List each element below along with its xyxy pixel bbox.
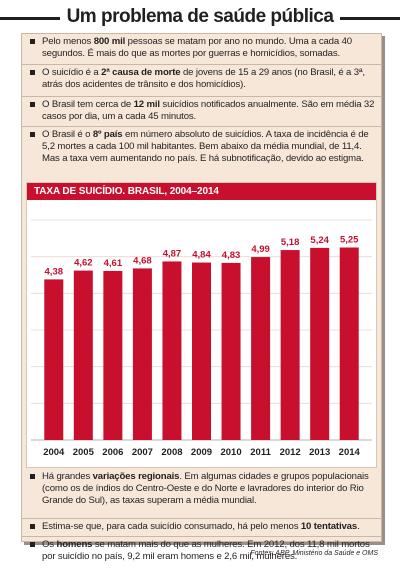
bullet-square-icon <box>30 542 35 547</box>
bullet-text: em número absoluto de suicídios. A taxa … <box>42 129 369 165</box>
bullet-text-bold: 2ª causa de morte <box>101 67 181 78</box>
bar <box>132 268 152 440</box>
bullet-text: pessoas se matam por ano no mundo. Uma a… <box>42 36 352 60</box>
bullet-text: Pelo menos <box>42 36 94 47</box>
bar-value-label: 4,87 <box>163 248 182 259</box>
title-rule-left <box>0 17 78 20</box>
bar <box>192 262 211 440</box>
bar <box>103 270 123 440</box>
bar-chart: 4,38 2004 4,62 2005 4,61 2006 4,68 2007 4,87 2008… <box>31 219 372 458</box>
bullet-square-icon <box>30 39 35 44</box>
x-tick-label: 2008 <box>161 447 182 458</box>
bullet-text: Estima-se que, para cada suicídio consum… <box>42 521 301 532</box>
x-tick-label: 2005 <box>73 447 95 458</box>
x-tick-label: 2012 <box>280 447 301 458</box>
chart-title: TAXA DE SUICÍDIO. BRASIL, 2004–2014 <box>27 183 376 200</box>
bar-value-label: 4,61 <box>104 258 123 269</box>
bar <box>162 261 182 440</box>
bullet-square-icon <box>30 524 35 529</box>
bullet-text-bold: variações regionais <box>92 471 180 482</box>
bullet-square-icon <box>30 132 35 137</box>
bar-value-label: 5,24 <box>310 235 329 246</box>
bar <box>280 250 300 440</box>
bar <box>251 257 271 440</box>
bullet-text: suicídios notificados anualmente. São em… <box>42 99 375 123</box>
bullet-item: O Brasil é o 8º país em número absoluto … <box>22 126 381 182</box>
x-tick-label: 2013 <box>309 447 330 458</box>
bullet-text-bold: 10 tentativas <box>300 521 358 532</box>
bullet-text: . <box>357 521 360 532</box>
bar-value-label: 4,99 <box>251 244 270 255</box>
bar <box>310 247 330 440</box>
bullet-text: Há grandes <box>42 471 93 482</box>
bar-value-label: 5,25 <box>340 235 359 246</box>
bar-value-label: 5,18 <box>281 237 300 248</box>
x-tick-label: 2009 <box>191 447 212 458</box>
bullet-text-bold: 800 mil <box>93 36 126 47</box>
bullet-text: Os <box>42 539 57 550</box>
bullet-text: O Brasil é o <box>42 129 93 140</box>
bullet-text: se matam mais do que as mulheres. Em 201… <box>42 539 370 563</box>
bar <box>73 270 93 440</box>
bar <box>44 279 64 440</box>
bullet-text-bold: 8º país <box>92 129 123 140</box>
bar-value-label: 4,68 <box>133 255 152 266</box>
x-tick-label: 2004 <box>43 447 65 458</box>
bullet-square-icon <box>30 102 35 107</box>
bullet-square-icon <box>30 474 35 479</box>
bar <box>221 262 241 440</box>
info-panel: Pelo menos 800 mil pessoas se matam por … <box>21 33 382 562</box>
page-title: Um problema de saúde pública <box>59 6 341 27</box>
bullet-item: Os homens se matam mais do que as mulher… <box>22 536 381 574</box>
bullet-square-icon <box>30 70 35 75</box>
bar-value-label: 4,84 <box>192 250 211 261</box>
bullet-item: Estima-se que, para cada suicídio consum… <box>22 518 381 536</box>
title-row: Um problema de saúde pública <box>0 0 400 34</box>
bullet-text-bold: 12 mil <box>133 99 160 110</box>
bullet-item: Há grandes variações regionais. Em algum… <box>22 469 381 518</box>
bar <box>339 247 359 440</box>
bullet-item: O Brasil tem cerca de 12 mil suicídios n… <box>22 96 381 126</box>
bullet-item: Pelo menos 800 mil pessoas se matam por … <box>22 34 381 64</box>
x-tick-label: 2007 <box>132 447 153 458</box>
bar-value-label: 4,62 <box>74 258 93 269</box>
x-tick-label: 2014 <box>339 447 361 458</box>
bullet-text: O Brasil tem cerca de <box>42 99 134 110</box>
x-tick-label: 2011 <box>250 447 271 458</box>
chart-panel: TAXA DE SUICÍDIO. BRASIL, 2004–2014 4,38… <box>26 182 377 468</box>
bullet-text-bold: homens <box>56 539 93 550</box>
x-tick-label: 2010 <box>220 447 241 458</box>
bullet-item: O suicídio é a 2ª causa de morte de jove… <box>22 64 381 96</box>
x-tick-label: 2006 <box>102 447 123 458</box>
title-rule-right <box>322 17 400 20</box>
bar-value-label: 4,83 <box>222 250 241 261</box>
bullet-text: O suicídio é a <box>42 67 102 78</box>
bullet-text: de jovens de 15 a 29 anos (no Brasil, é … <box>42 67 365 91</box>
bar-value-label: 4,38 <box>45 266 64 277</box>
bullet-text: . Em algumas cidades e grupos populacion… <box>42 471 369 507</box>
source-note: Fontes: ABP, Ministério da Saúde e OMS <box>250 550 378 557</box>
